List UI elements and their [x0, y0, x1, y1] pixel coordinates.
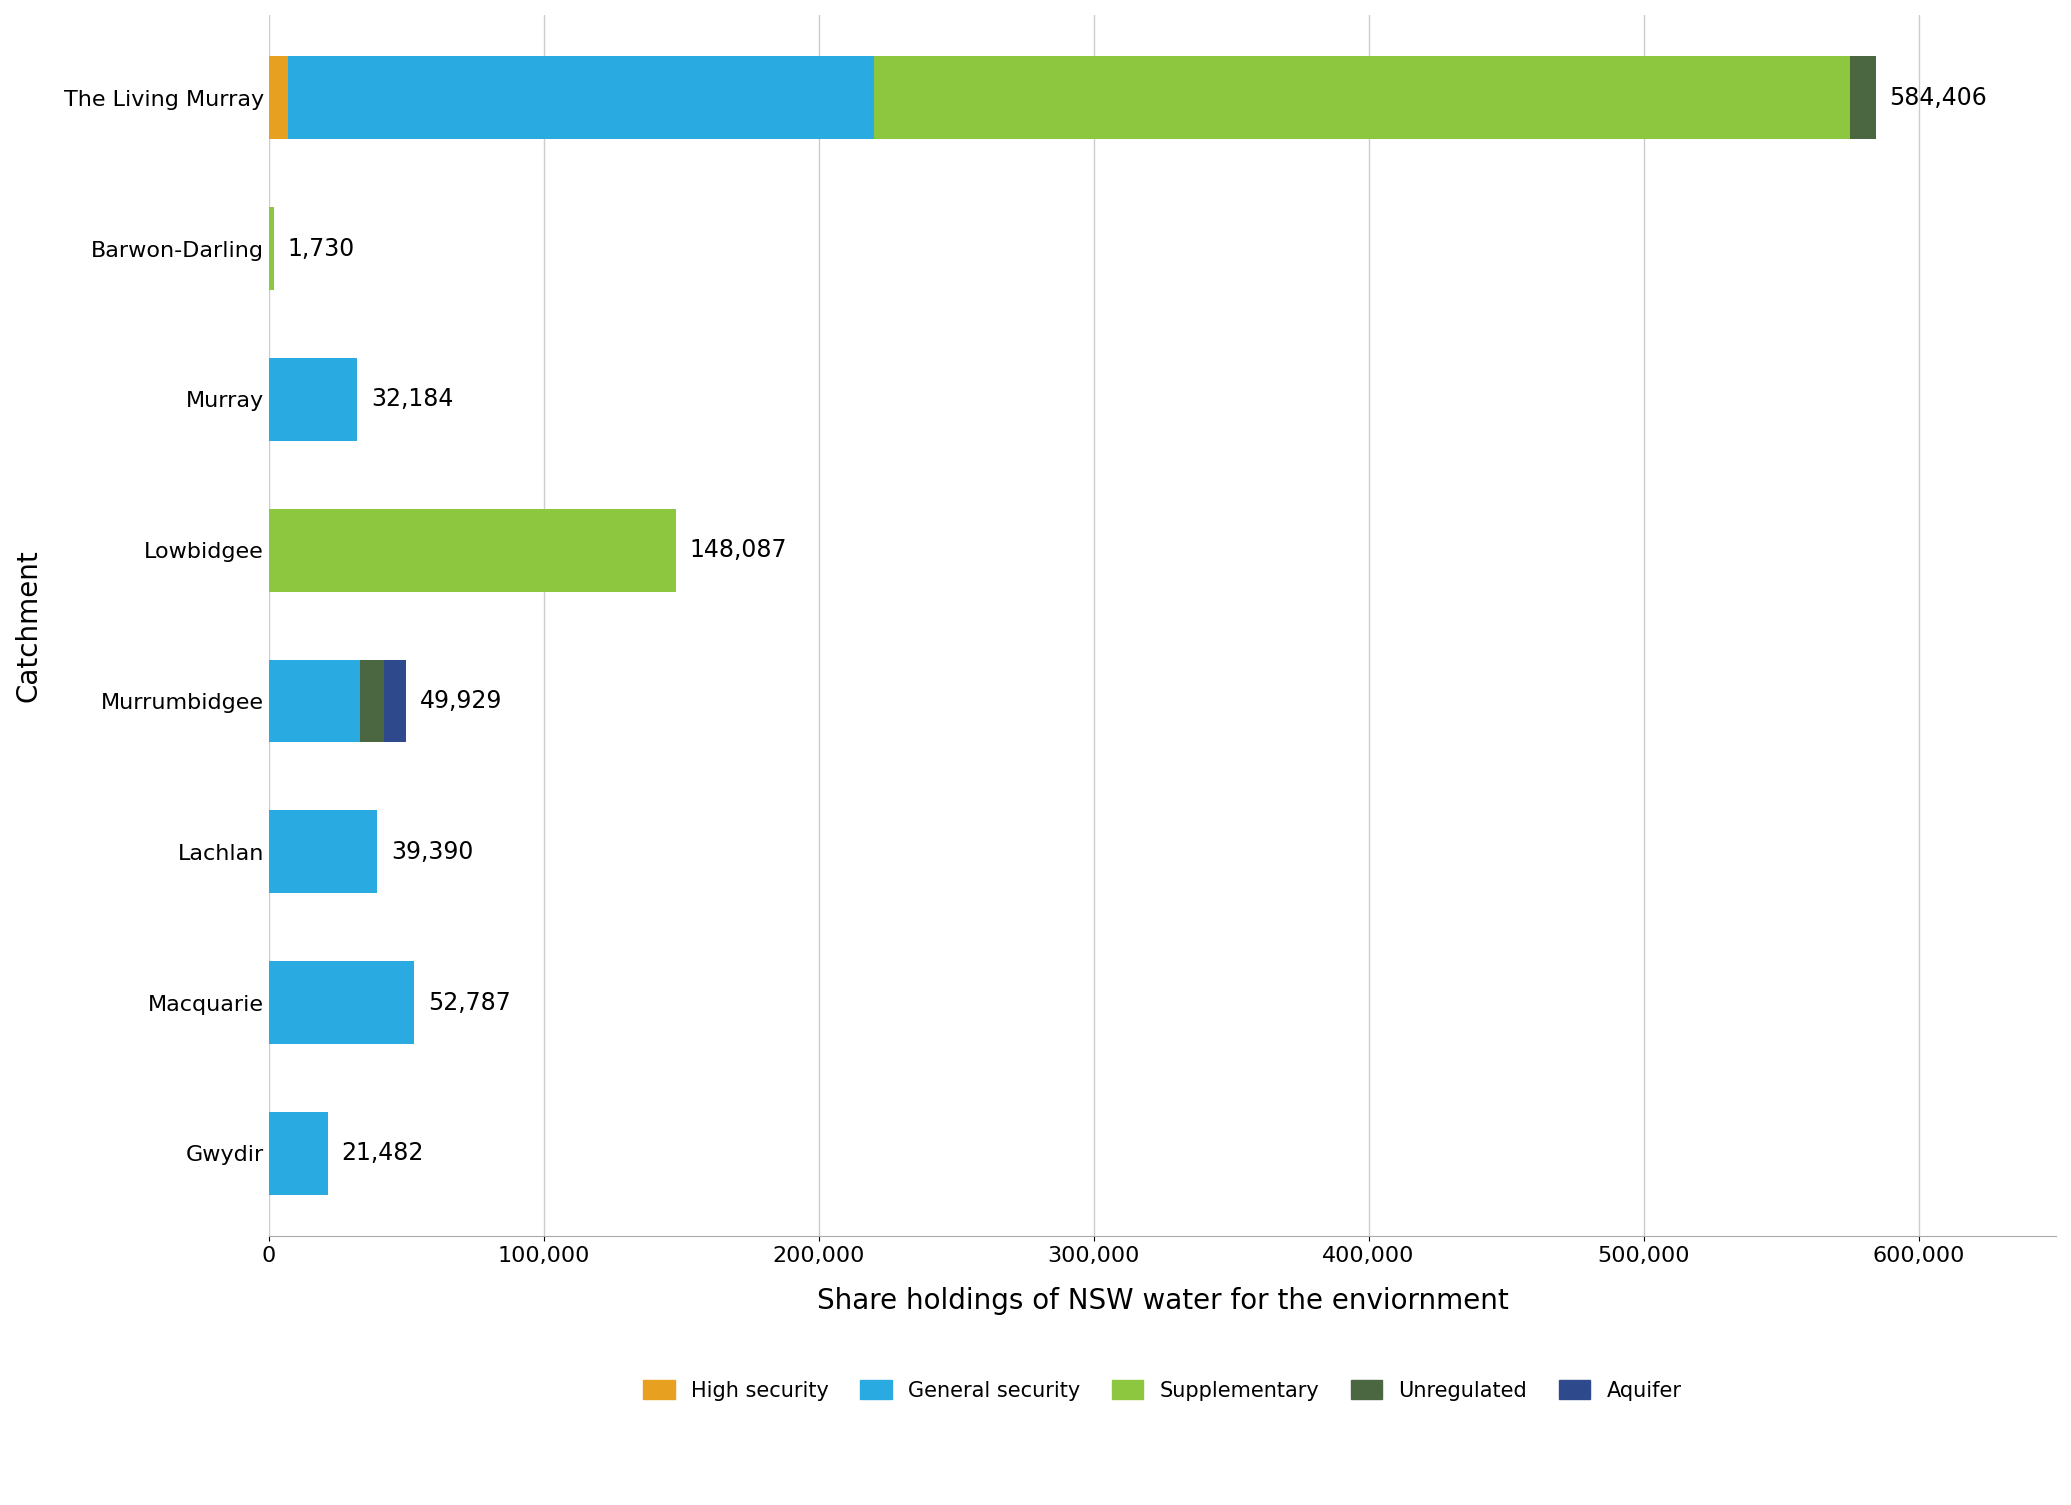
- Bar: [1849, 57, 1876, 140]
- Bar: [269, 57, 288, 140]
- Bar: [269, 358, 358, 441]
- X-axis label: Share holdings of NSW water for the enviornment: Share holdings of NSW water for the envi…: [816, 1287, 1508, 1315]
- Bar: [269, 509, 675, 591]
- Legend: High security, General security, Supplementary, Unregulated, Aquifer: High security, General security, Supplem…: [636, 1373, 1690, 1409]
- Text: 32,184: 32,184: [371, 387, 454, 411]
- Bar: [269, 962, 414, 1044]
- Bar: [288, 57, 874, 140]
- Bar: [269, 1112, 327, 1195]
- Bar: [269, 810, 377, 894]
- Bar: [269, 659, 360, 742]
- Text: 52,787: 52,787: [429, 990, 509, 1014]
- Text: 49,929: 49,929: [420, 689, 503, 713]
- Bar: [360, 659, 385, 742]
- Text: 1,730: 1,730: [288, 236, 354, 260]
- Bar: [874, 57, 1849, 140]
- Bar: [385, 659, 406, 742]
- Text: 21,482: 21,482: [342, 1141, 425, 1165]
- Text: 39,390: 39,390: [391, 840, 474, 864]
- Text: 148,087: 148,087: [690, 539, 787, 563]
- Text: 584,406: 584,406: [1889, 86, 1988, 110]
- Bar: [269, 208, 273, 290]
- Y-axis label: Catchment: Catchment: [14, 549, 43, 701]
